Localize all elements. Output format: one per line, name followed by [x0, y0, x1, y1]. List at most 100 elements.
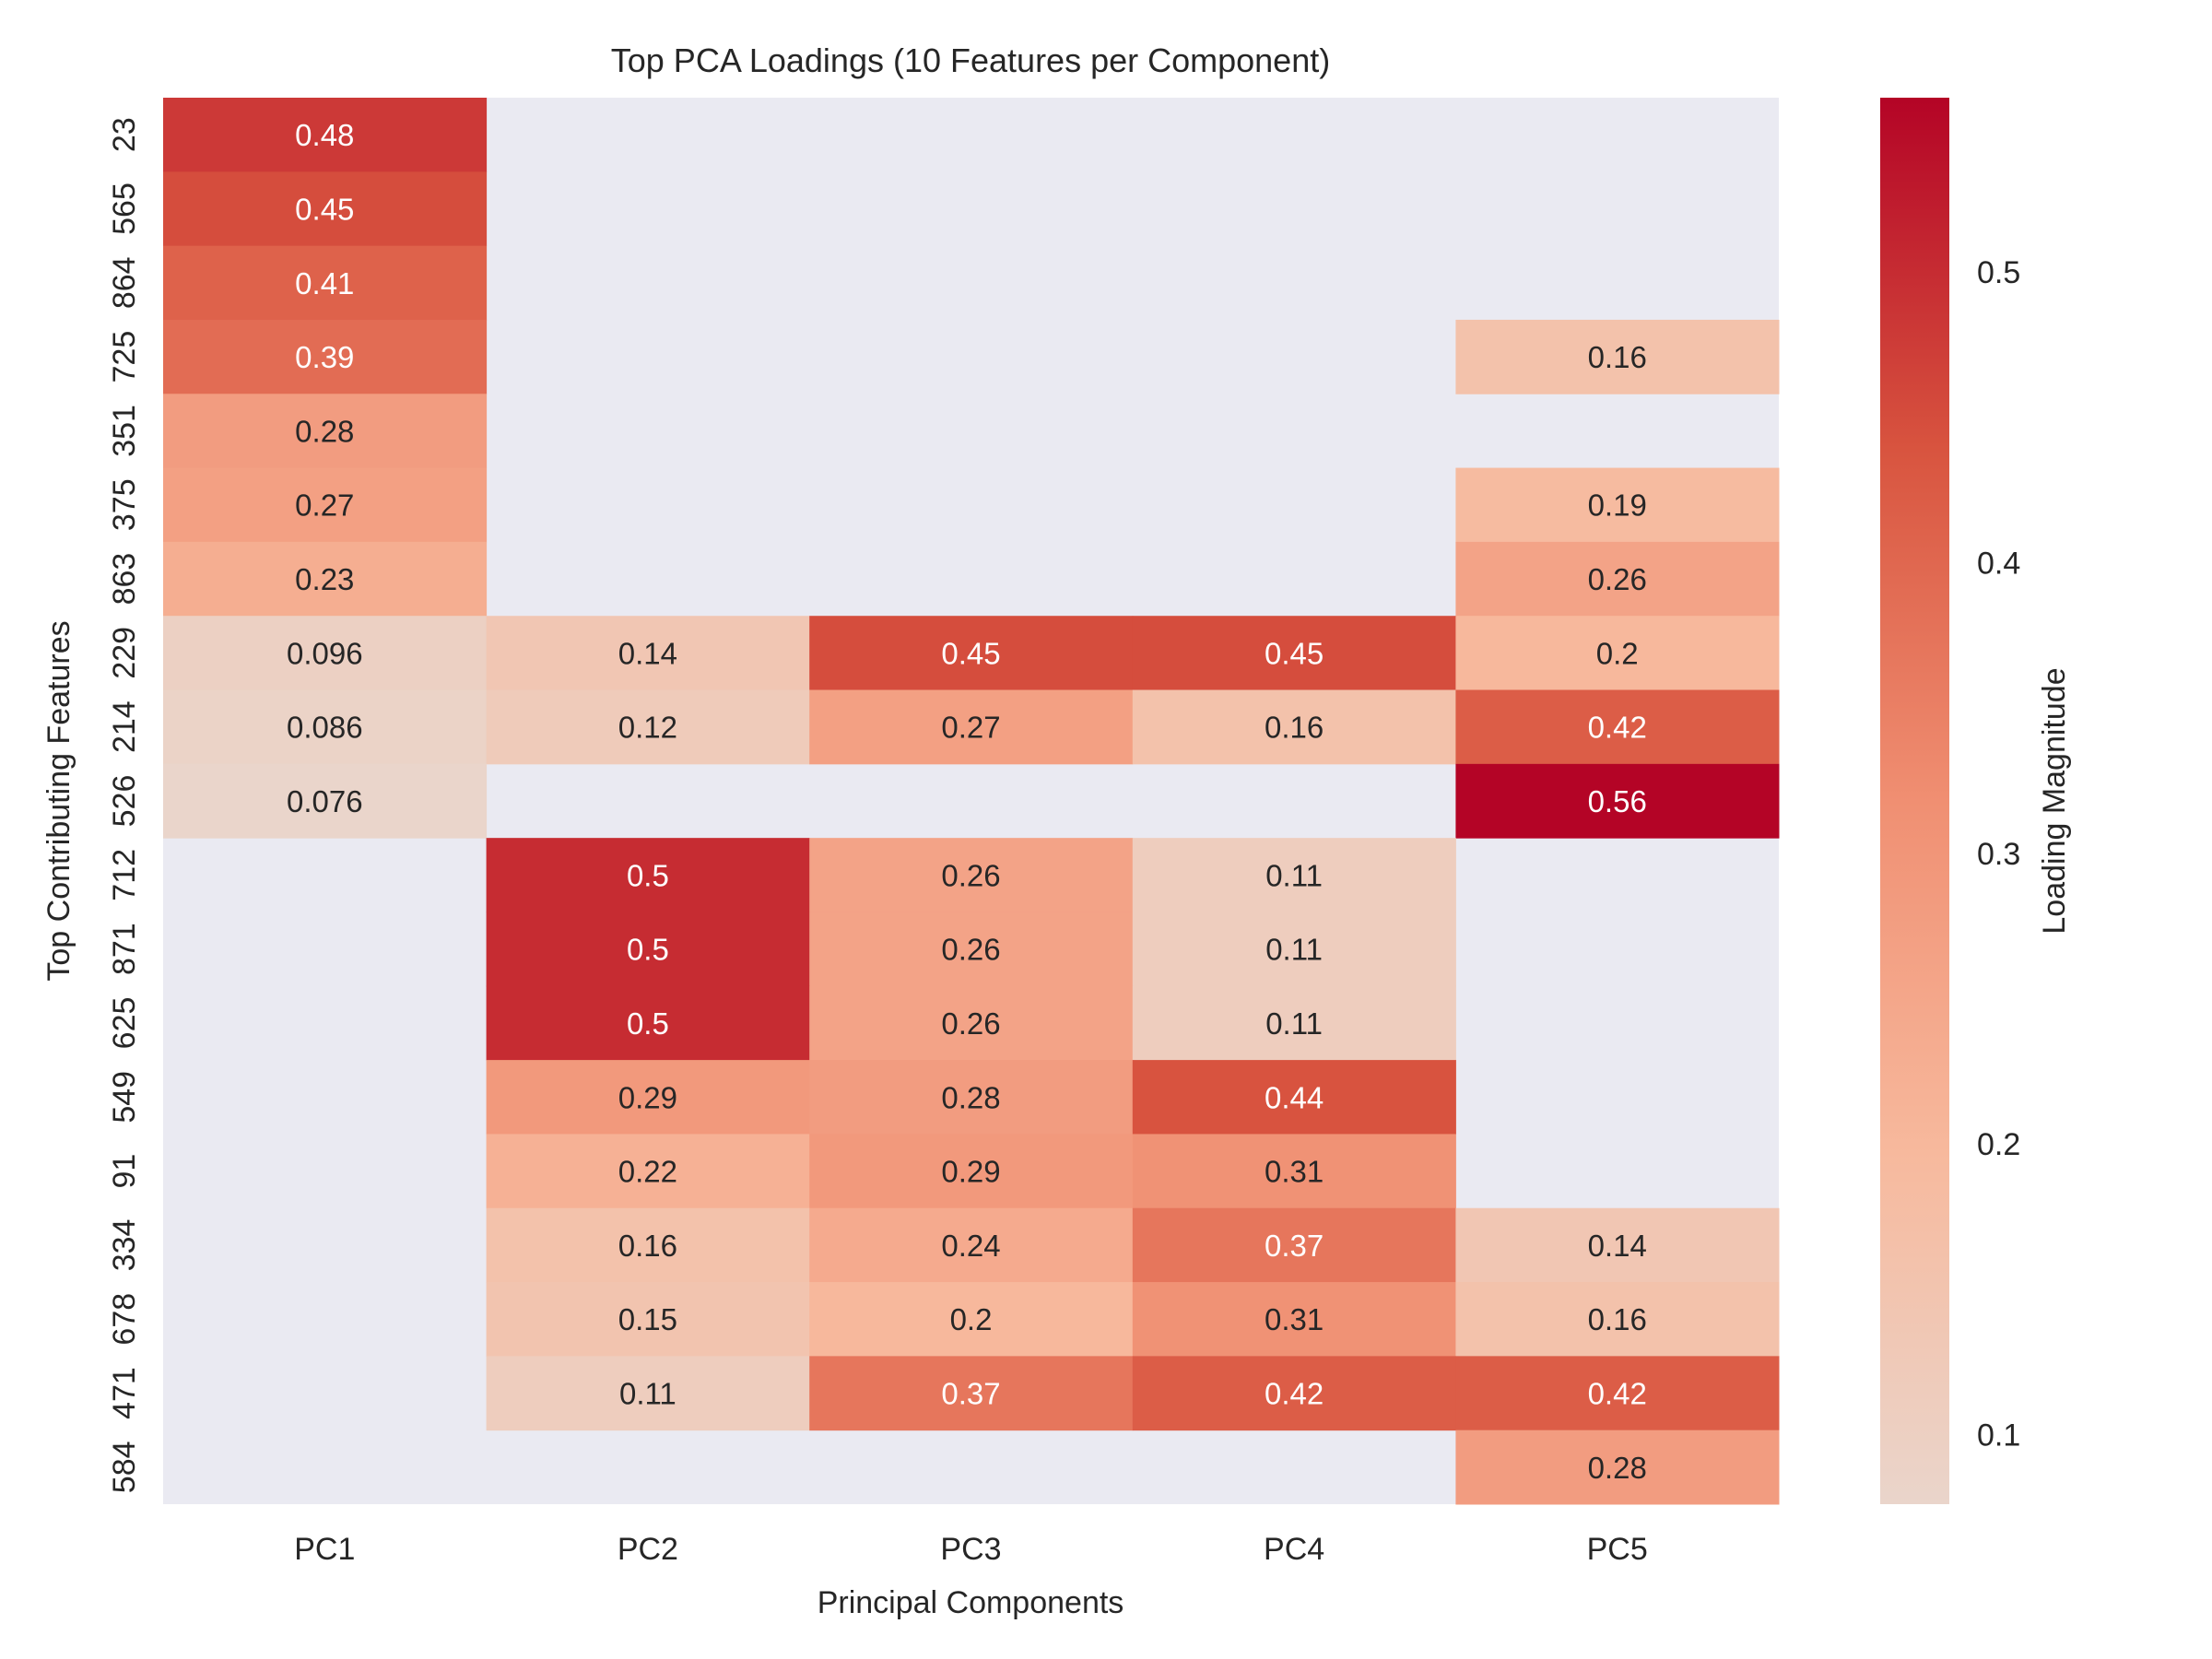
- y-tick-label: 526: [107, 775, 142, 828]
- cell-value-label: 0.37: [1265, 1229, 1324, 1263]
- heatmap-cell: [1132, 1060, 1456, 1135]
- cell-value-label: 0.11: [1265, 858, 1323, 892]
- x-tick-label: PC2: [618, 1532, 678, 1567]
- cell-value-label: 0.2: [950, 1302, 993, 1336]
- heatmap-cell: [1455, 1282, 1780, 1357]
- cell-value-label: 0.42: [1588, 711, 1647, 745]
- cell-value-label: 0.28: [295, 414, 354, 448]
- heatmap-cell: [163, 689, 488, 765]
- cell-value-label: 0.31: [1265, 1155, 1324, 1189]
- chart-title: Top PCA Loadings (10 Features per Compon…: [611, 41, 1330, 79]
- cell-value-label: 0.16: [1588, 340, 1647, 374]
- cell-value-label: 0.5: [627, 1006, 669, 1041]
- heatmap-cell: [486, 1207, 810, 1283]
- x-tick-label: PC1: [294, 1532, 355, 1567]
- heatmap-cell: [486, 985, 810, 1061]
- colorbar-tick-label: 0.5: [1977, 255, 2020, 290]
- cell-value-label: 0.14: [1588, 1229, 1647, 1263]
- heatmap-cell: [1455, 1356, 1780, 1431]
- heatmap-cell: [809, 616, 1134, 691]
- cell-value-label: 0.44: [1265, 1080, 1324, 1114]
- heatmap-cell: [1132, 1356, 1456, 1431]
- cell-value-label: 0.076: [287, 784, 363, 818]
- cell-value-label: 0.27: [295, 488, 354, 523]
- cell-value-label: 0.26: [941, 858, 1000, 892]
- heatmap-cell: [809, 1207, 1134, 1283]
- colorbar-tick-label: 0.2: [1977, 1127, 2020, 1162]
- y-tick-label: 863: [107, 553, 142, 606]
- cell-value-label: 0.16: [1265, 711, 1324, 745]
- cell-value-label: 0.42: [1265, 1377, 1324, 1411]
- y-tick-label: 864: [107, 256, 142, 309]
- heatmap-cell: [1455, 467, 1780, 543]
- cell-value-label: 0.45: [941, 636, 1000, 670]
- heatmap-cell: [1455, 319, 1780, 394]
- cell-value-label: 0.16: [1588, 1302, 1647, 1336]
- y-tick-label: 471: [107, 1367, 142, 1419]
- heatmap-cell: [486, 1060, 810, 1135]
- heatmap-cell: [163, 171, 488, 247]
- heatmap-cell: [163, 245, 488, 321]
- y-tick-label: 549: [107, 1071, 142, 1124]
- heatmap-cell: [163, 319, 488, 394]
- x-tick-labels: PC1 PC2 PC3 PC4 PC5: [294, 1532, 1648, 1567]
- heatmap-cell: [163, 541, 488, 617]
- cell-value-label: 0.15: [618, 1302, 677, 1336]
- heatmap-cell: [1132, 1207, 1456, 1283]
- cell-value-label: 0.41: [295, 266, 354, 300]
- colorbar-tick-labels: 0.1 0.2 0.3 0.4 0.5: [1977, 255, 2020, 1453]
- heatmap-cell: [163, 394, 488, 469]
- heatmap-cell: [809, 689, 1134, 765]
- y-tick-label: 712: [107, 849, 142, 901]
- cell-value-label: 0.48: [295, 118, 354, 152]
- heatmap-cell: [1132, 838, 1456, 912]
- heatmap-cell: [1455, 1430, 1780, 1505]
- y-tick-label: 229: [107, 627, 142, 679]
- cell-value-label: 0.23: [295, 562, 354, 596]
- cell-value-label: 0.11: [619, 1377, 677, 1411]
- colorbar-tick-label: 0.4: [1977, 546, 2020, 581]
- cell-value-label: 0.45: [295, 192, 354, 226]
- cell-value-label: 0.29: [618, 1080, 677, 1114]
- cell-value-label: 0.11: [1265, 933, 1323, 967]
- cell-value-label: 0.45: [1265, 636, 1324, 670]
- heatmap-cell: [809, 1282, 1134, 1357]
- cell-value-label: 0.39: [295, 340, 354, 374]
- y-tick-label: 565: [107, 182, 142, 235]
- heatmap-cell: [1455, 689, 1780, 765]
- cell-value-label: 0.16: [618, 1229, 677, 1263]
- heatmap-cell: [1132, 616, 1456, 691]
- heatmap-cell: [486, 838, 810, 912]
- x-tick-label: PC5: [1587, 1532, 1648, 1567]
- heatmap-cell: [1132, 1134, 1456, 1209]
- cell-value-label: 0.26: [941, 933, 1000, 967]
- colorbar-tick-label: 0.3: [1977, 837, 2020, 872]
- cell-value-label: 0.096: [287, 636, 363, 670]
- y-tick-label: 23: [107, 117, 142, 152]
- y-tick-labels: 23 565 864 725 351 375 863 229 214 526 712 871 625 54…: [107, 117, 142, 1493]
- y-tick-label: 214: [107, 700, 142, 753]
- heatmap-cell: [1455, 1207, 1780, 1283]
- heatmap-cell: [1455, 763, 1780, 839]
- x-axis-label: Principal Components: [818, 1585, 1124, 1620]
- cell-value-label: 0.27: [941, 711, 1000, 745]
- heatmap-cell-labels: 0.48 0.45 0.41 0.39 0.16 0.28 0.27 0.19 0.23 0.26…: [287, 118, 1647, 1485]
- heatmap-cell: [809, 1134, 1134, 1209]
- colorbar-label: Loading Magnitude: [2037, 667, 2072, 934]
- cell-value-label: 0.26: [1588, 562, 1647, 596]
- cell-value-label: 0.2: [1596, 636, 1639, 670]
- y-tick-label: 375: [107, 478, 142, 531]
- y-tick-label: 91: [107, 1154, 142, 1189]
- cell-value-label: 0.14: [618, 636, 677, 670]
- heatmap-cell: [809, 1060, 1134, 1135]
- y-tick-label: 625: [107, 997, 142, 1050]
- y-tick-label: 351: [107, 405, 142, 457]
- cell-value-label: 0.26: [941, 1006, 1000, 1041]
- heatmap-cells: [163, 98, 1780, 1505]
- y-tick-label: 678: [107, 1293, 142, 1346]
- heatmap-cell: [809, 985, 1134, 1061]
- heatmap-cell: [486, 912, 810, 987]
- heatmap-cell: [163, 467, 488, 543]
- heatmap-cell: [809, 838, 1134, 912]
- heatmap-cell: [1455, 541, 1780, 617]
